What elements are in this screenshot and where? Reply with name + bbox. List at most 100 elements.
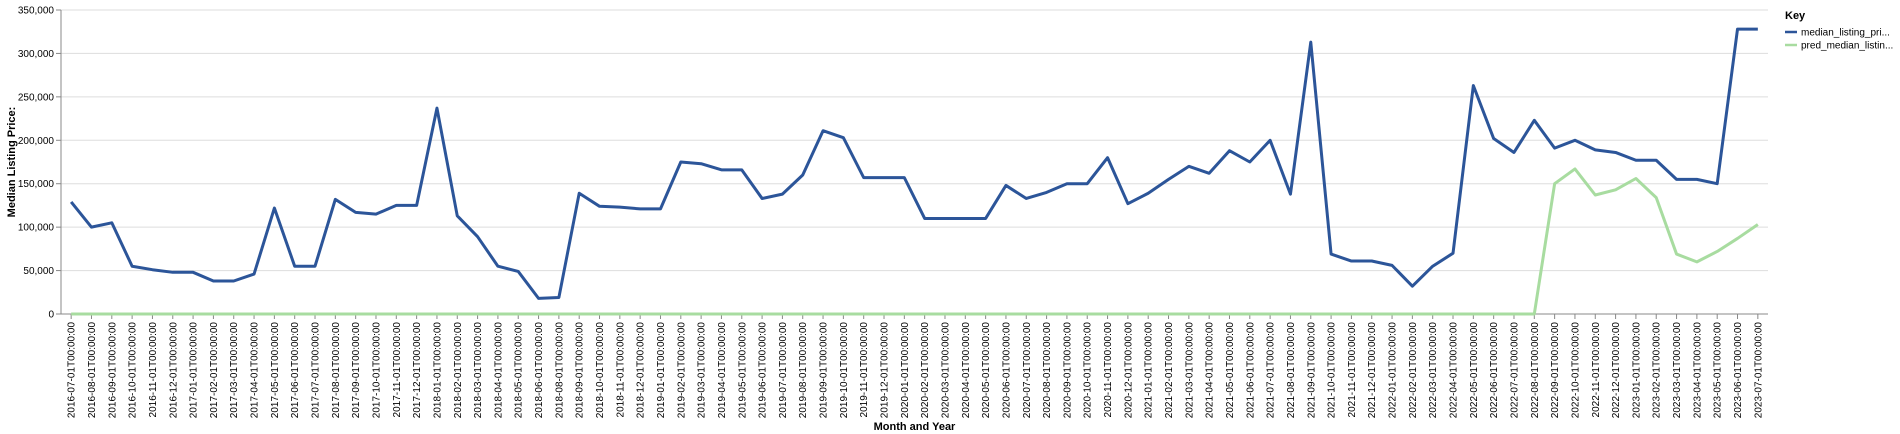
- y-axis-title: Median Listing Price:: [6, 107, 18, 218]
- x-tick-label: 2017-08-01T00:00:00: [331, 322, 342, 419]
- x-tick-label: 2018-05-01T00:00:00: [514, 322, 525, 419]
- x-tick-label: 2022-11-01T00:00:00: [1591, 322, 1602, 418]
- y-tick-label: 150,000: [18, 179, 55, 190]
- x-tick-label: 2019-03-01T00:00:00: [697, 322, 708, 419]
- x-tick-label: 2017-04-01T00:00:00: [250, 322, 261, 419]
- x-tick-label: 2016-12-01T00:00:00: [168, 322, 179, 419]
- x-tick-label: 2016-07-01T00:00:00: [67, 322, 78, 419]
- x-tick-label: 2022-06-01T00:00:00: [1489, 322, 1500, 419]
- x-tick-label: 2019-04-01T00:00:00: [717, 322, 728, 419]
- x-tick-label: 2022-12-01T00:00:00: [1611, 322, 1622, 419]
- x-tick-label: 2020-02-01T00:00:00: [920, 322, 931, 419]
- x-tick-label: 2018-10-01T00:00:00: [595, 322, 606, 419]
- legend-title: Key: [1785, 10, 1806, 22]
- x-tick-label: 2021-10-01T00:00:00: [1327, 322, 1338, 419]
- x-tick-label: 2021-08-01T00:00:00: [1286, 322, 1297, 419]
- x-tick-label: 2021-09-01T00:00:00: [1306, 322, 1317, 419]
- x-tick-label: 2022-09-01T00:00:00: [1550, 322, 1561, 419]
- x-tick-label: 2023-06-01T00:00:00: [1733, 322, 1744, 419]
- x-tick-label: 2019-10-01T00:00:00: [839, 322, 850, 419]
- x-tick-label: 2019-11-01T00:00:00: [859, 322, 870, 418]
- x-tick-label: 2019-05-01T00:00:00: [737, 322, 748, 419]
- x-tick-label: 2023-03-01T00:00:00: [1672, 322, 1683, 419]
- x-tick-label: 2021-06-01T00:00:00: [1245, 322, 1256, 419]
- x-tick-label: 2020-09-01T00:00:00: [1062, 322, 1073, 419]
- y-tick-label: 200,000: [18, 136, 55, 147]
- x-tick-label: 2018-01-01T00:00:00: [432, 322, 443, 419]
- x-tick-label: 2020-06-01T00:00:00: [1001, 322, 1012, 419]
- x-tick-label: 2021-01-01T00:00:00: [1144, 322, 1155, 419]
- y-tick-label: 100,000: [18, 223, 55, 234]
- x-tick-label: 2016-10-01T00:00:00: [128, 322, 139, 419]
- x-tick-label: 2018-02-01T00:00:00: [453, 322, 464, 419]
- x-tick-label: 2023-07-01T00:00:00: [1753, 322, 1764, 419]
- x-tick-label: 2017-02-01T00:00:00: [209, 322, 220, 419]
- x-tick-label: 2023-02-01T00:00:00: [1652, 322, 1663, 419]
- x-tick-label: 2022-03-01T00:00:00: [1428, 322, 1439, 419]
- x-tick-label: 2019-06-01T00:00:00: [758, 322, 769, 419]
- x-tick-label: 2018-06-01T00:00:00: [534, 322, 545, 419]
- x-tick-label: 2019-12-01T00:00:00: [880, 322, 891, 419]
- x-tick-label: 2022-04-01T00:00:00: [1449, 322, 1460, 419]
- x-tick-label: 2022-05-01T00:00:00: [1469, 322, 1480, 419]
- x-tick-label: 2019-02-01T00:00:00: [676, 322, 687, 419]
- x-tick-label: 2019-07-01T00:00:00: [778, 322, 789, 419]
- x-tick-label: 2019-01-01T00:00:00: [656, 322, 667, 419]
- y-tick-label: 250,000: [18, 92, 55, 103]
- x-tick-label: 2017-11-01T00:00:00: [392, 322, 403, 418]
- x-tick-label: 2017-10-01T00:00:00: [371, 322, 382, 419]
- grid-lines: [61, 9, 1768, 315]
- x-tick-label: 2021-04-01T00:00:00: [1205, 322, 1216, 419]
- x-tick-label: 2021-07-01T00:00:00: [1266, 322, 1277, 419]
- x-tick-label: 2018-04-01T00:00:00: [493, 322, 504, 419]
- x-tick-label: 2020-05-01T00:00:00: [981, 322, 992, 419]
- x-tick-label: 2023-01-01T00:00:00: [1631, 322, 1642, 419]
- x-tick-label: 2017-09-01T00:00:00: [351, 322, 362, 419]
- x-tick-label: 2022-10-01T00:00:00: [1570, 322, 1581, 419]
- x-tick-label: 2020-04-01T00:00:00: [961, 322, 972, 419]
- x-axis: 2016-07-01T00:00:00 2016-08-01T00:00:00 20…: [67, 314, 1764, 419]
- legend-label: pred_median_listin...: [1801, 41, 1893, 52]
- x-tick-label: 2016-09-01T00:00:00: [107, 322, 118, 419]
- x-tick-label: 2020-08-01T00:00:00: [1042, 322, 1053, 419]
- predicted-median-listing-price-line: [71, 167, 1759, 316]
- legend: Key median_listing_pri... pred_median_lis…: [1785, 10, 1893, 52]
- y-tick-label: 0: [48, 310, 54, 321]
- x-tick-label: 2021-02-01T00:00:00: [1164, 322, 1175, 419]
- x-tick-label: 2022-02-01T00:00:00: [1408, 322, 1419, 419]
- x-tick-label: 2018-09-01T00:00:00: [575, 322, 586, 419]
- x-tick-label: 2017-12-01T00:00:00: [412, 322, 423, 419]
- x-tick-label: 2023-04-01T00:00:00: [1692, 322, 1703, 419]
- x-tick-label: 2020-03-01T00:00:00: [940, 322, 951, 419]
- x-tick-label: 2017-07-01T00:00:00: [311, 322, 322, 419]
- x-tick-label: 2023-05-01T00:00:00: [1713, 322, 1724, 419]
- y-tick-label: 300,000: [18, 49, 55, 60]
- x-tick-label: 2018-08-01T00:00:00: [554, 322, 565, 419]
- x-tick-label: 2022-08-01T00:00:00: [1530, 322, 1541, 419]
- x-tick-label: 2020-12-01T00:00:00: [1123, 322, 1134, 419]
- x-tick-label: 2021-03-01T00:00:00: [1184, 322, 1195, 419]
- x-axis-title: Month and Year: [874, 421, 956, 433]
- x-tick-label: 2018-03-01T00:00:00: [473, 322, 484, 419]
- x-tick-label: 2016-08-01T00:00:00: [87, 322, 98, 419]
- x-tick-label: 2020-10-01T00:00:00: [1083, 322, 1094, 419]
- x-tick-label: 2017-05-01T00:00:00: [270, 322, 281, 419]
- x-tick-label: 2016-11-01T00:00:00: [148, 322, 159, 418]
- median-listing-price-line: [69, 27, 1758, 300]
- y-tick-label: 350,000: [18, 6, 55, 17]
- x-tick-label: 2017-01-01T00:00:00: [189, 322, 200, 419]
- x-tick-label: 2017-03-01T00:00:00: [229, 322, 240, 419]
- x-tick-label: 2021-12-01T00:00:00: [1367, 322, 1378, 419]
- y-tick-label: 50,000: [23, 266, 54, 277]
- y-axis: 0 50,000 100,000 150,000 200,000 250,000 300,0…: [18, 6, 1768, 321]
- x-tick-label: 2018-11-01T00:00:00: [615, 322, 626, 418]
- x-tick-label: 2020-11-01T00:00:00: [1103, 322, 1114, 418]
- x-tick-label: 2021-11-01T00:00:00: [1347, 322, 1358, 418]
- x-tick-label: 2022-07-01T00:00:00: [1509, 322, 1520, 419]
- x-tick-label: 2019-08-01T00:00:00: [798, 322, 809, 419]
- x-tick-label: 2020-07-01T00:00:00: [1022, 322, 1033, 419]
- x-tick-label: 2017-06-01T00:00:00: [290, 322, 301, 419]
- x-tick-label: 2021-05-01T00:00:00: [1225, 322, 1236, 419]
- x-tick-label: 2019-09-01T00:00:00: [819, 322, 830, 419]
